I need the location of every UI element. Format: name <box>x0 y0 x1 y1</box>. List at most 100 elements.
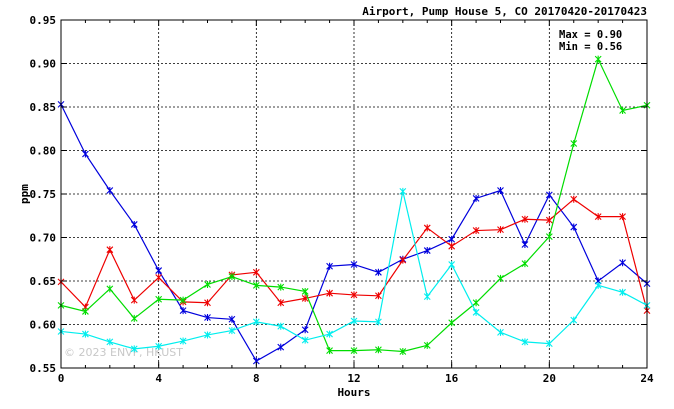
data-point-marker <box>301 336 309 344</box>
data-point-marker <box>619 259 626 267</box>
watermark: © 2023 ENVF, HKUST <box>64 346 183 359</box>
data-point-marker <box>252 318 260 326</box>
data-point-marker <box>130 314 138 322</box>
data-point-marker <box>594 281 602 289</box>
data-point-marker <box>179 307 187 315</box>
data-point-marker <box>277 283 285 291</box>
x-tick-label: 16 <box>445 372 459 385</box>
data-point-marker <box>82 330 89 338</box>
data-point-marker <box>301 287 309 295</box>
data-point-marker <box>252 281 260 289</box>
grid <box>61 20 647 368</box>
x-tick-label: 4 <box>155 372 162 385</box>
data-point-marker <box>399 187 407 195</box>
data-point-marker <box>497 187 504 195</box>
y-tick-label: 0.95 <box>30 14 57 27</box>
y-axis-label: ppm <box>18 184 31 204</box>
data-point-marker <box>521 338 529 346</box>
data-point-marker <box>350 347 358 355</box>
y-tick-label: 0.55 <box>30 362 57 375</box>
data-point-marker <box>472 194 480 202</box>
data-point-marker <box>448 319 456 327</box>
data-point-marker <box>423 293 431 301</box>
data-point-marker <box>130 345 138 353</box>
data-point-marker <box>570 140 578 148</box>
data-point-marker <box>570 316 578 324</box>
data-point-marker <box>155 295 163 303</box>
data-point-marker <box>619 288 626 296</box>
data-point-marker <box>277 343 285 351</box>
data-point-marker <box>375 318 382 326</box>
data-point-marker <box>375 292 382 300</box>
data-point-marker <box>204 280 211 288</box>
x-tick-label: 0 <box>58 372 65 385</box>
x-tick-label: 8 <box>253 372 260 385</box>
data-point-marker <box>619 106 626 114</box>
y-tick-label: 0.90 <box>30 58 57 71</box>
data-point-marker <box>423 224 431 232</box>
x-tick-label: 20 <box>543 372 556 385</box>
data-point-marker <box>301 326 309 334</box>
data-point-marker <box>570 195 578 203</box>
data-point-marker <box>130 220 138 228</box>
data-point-marker <box>423 341 431 349</box>
data-point-marker <box>545 191 553 199</box>
data-point-marker <box>497 274 504 282</box>
data-point-marker <box>82 307 89 315</box>
data-point-marker <box>423 247 431 255</box>
data-point-marker <box>130 296 138 304</box>
data-point-marker <box>350 260 358 268</box>
y-tick-label: 0.70 <box>30 232 57 245</box>
y-tick-label: 0.65 <box>30 275 57 288</box>
data-point-marker <box>155 274 163 282</box>
data-point-marker <box>179 296 187 304</box>
data-point-marker <box>326 330 333 338</box>
data-point-marker <box>448 242 456 250</box>
data-point-marker <box>326 262 333 270</box>
y-tick-label: 0.75 <box>30 188 57 201</box>
data-point-marker <box>350 317 358 325</box>
data-point-marker <box>619 213 626 221</box>
data-point-marker <box>594 213 602 221</box>
x-tick-label: 12 <box>347 372 360 385</box>
data-point-marker <box>570 223 578 231</box>
axis-ticks: 0 4 8 12 16 20 24 0.55 0.60 0.65 0.70 0.75 0.80 0.85 0… <box>30 14 654 385</box>
data-point-marker <box>204 299 211 307</box>
series-3 <box>57 55 651 355</box>
data-point-marker <box>472 227 480 235</box>
data-point-marker <box>204 314 211 322</box>
data-point-marker <box>472 299 480 307</box>
data-point-marker <box>106 338 114 346</box>
y-tick-label: 0.85 <box>30 101 57 114</box>
data-point-marker <box>375 268 382 276</box>
data-point-marker <box>472 308 480 316</box>
data-point-marker <box>179 337 187 345</box>
y-tick-label: 0.80 <box>30 145 57 158</box>
data-point-marker <box>326 289 333 297</box>
data-point-marker <box>204 331 211 339</box>
data-point-marker <box>106 246 114 254</box>
data-point-marker <box>497 328 504 336</box>
data-point-marker <box>545 216 553 224</box>
data-point-marker <box>521 240 529 248</box>
x-axis-label: Hours <box>337 386 370 399</box>
min-label: Min = 0.56 <box>559 41 622 53</box>
y-tick-label: 0.60 <box>30 319 57 332</box>
series-1 <box>57 100 651 365</box>
data-point-marker <box>106 187 114 195</box>
data-point-marker <box>448 235 456 243</box>
series-layer <box>57 55 651 365</box>
data-point-marker <box>82 150 89 158</box>
data-point-marker <box>155 342 163 350</box>
data-point-marker <box>228 315 236 323</box>
data-point-marker <box>594 55 602 63</box>
data-point-marker <box>399 347 407 355</box>
data-point-marker <box>545 233 553 241</box>
series-4 <box>57 187 651 353</box>
data-point-marker <box>448 260 456 268</box>
data-point-marker <box>252 268 260 276</box>
data-point-marker <box>277 322 285 330</box>
data-point-marker <box>399 256 407 264</box>
series-2 <box>57 195 651 315</box>
data-point-marker <box>521 260 529 268</box>
